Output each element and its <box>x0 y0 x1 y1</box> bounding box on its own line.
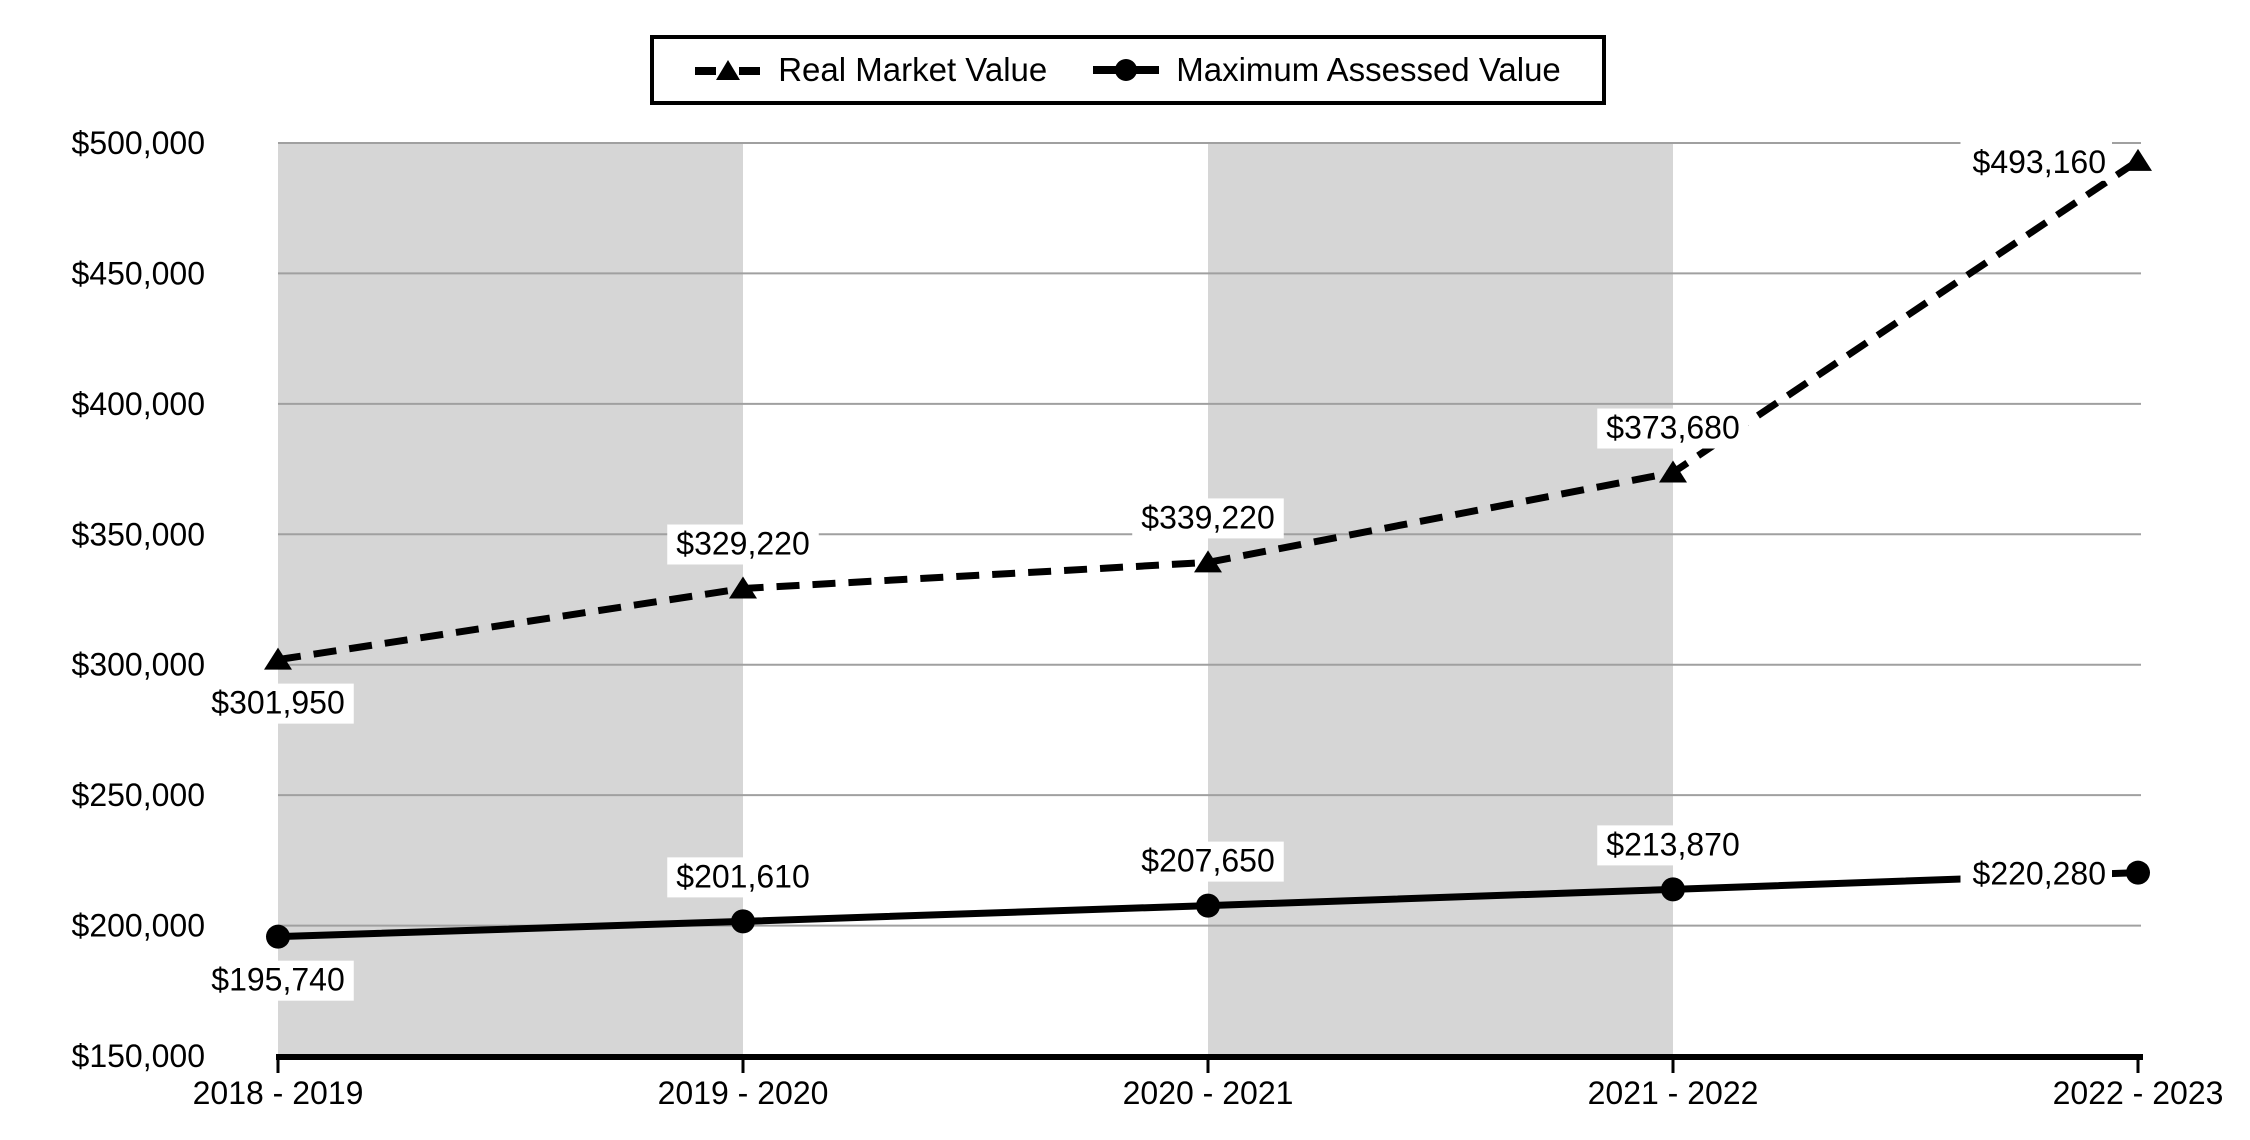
data-label-background <box>1960 140 2112 181</box>
x-tick-label: 2018 - 2019 <box>193 1075 364 1111</box>
data-label: $339,220 <box>1141 499 1274 535</box>
data-label-background <box>667 524 819 565</box>
y-tick-label: $450,000 <box>72 255 205 291</box>
data-label-background <box>667 857 819 898</box>
y-tick-label: $150,000 <box>72 1038 205 1074</box>
circle-marker <box>1196 893 1220 918</box>
shaded-band <box>1208 143 1673 1054</box>
circle-marker <box>731 909 755 934</box>
data-label: $493,160 <box>1973 144 2106 180</box>
data-label-background <box>1960 852 2112 893</box>
triangle-marker <box>1194 550 1222 573</box>
shaded-band <box>278 143 743 1054</box>
circle-marker <box>1661 877 1685 902</box>
data-label: $329,220 <box>676 525 809 561</box>
data-label-background <box>1132 841 1284 882</box>
x-tick-label: 2020 - 2021 <box>1123 1075 1294 1111</box>
dashed-triangle-legend-icon <box>695 60 762 80</box>
x-tick-label: 2019 - 2020 <box>658 1075 829 1111</box>
data-label-background <box>202 683 354 724</box>
data-label-background <box>202 960 354 1001</box>
legend-label-maximum-assessed-value: Maximum Assessed Value <box>1176 51 1561 88</box>
legend: Real Market Value Maximum Assessed Value <box>650 35 1606 105</box>
y-tick-label: $300,000 <box>72 647 205 683</box>
data-label-background <box>1597 825 1749 866</box>
triangle-marker <box>264 647 292 670</box>
x-tick-label: 2021 - 2022 <box>1588 1075 1759 1111</box>
data-label-background <box>1132 498 1284 539</box>
data-label-background <box>1597 408 1749 449</box>
y-tick-label: $500,000 <box>72 125 205 161</box>
circle-marker <box>2126 860 2150 885</box>
legend-item-real-market-value: Real Market Value <box>695 51 1047 89</box>
x-axis-line <box>276 1054 2143 1060</box>
legend-item-maximum-assessed-value: Maximum Assessed Value <box>1093 51 1561 89</box>
legend-label-real-market-value: Real Market Value <box>778 51 1048 88</box>
y-tick-label: $250,000 <box>72 777 205 813</box>
data-label: $301,950 <box>211 685 344 721</box>
y-tick-label: $400,000 <box>72 386 205 422</box>
data-label: $220,280 <box>1973 856 2106 892</box>
data-label: $195,740 <box>211 962 344 998</box>
data-label: $213,870 <box>1606 826 1739 862</box>
y-tick-label: $200,000 <box>72 908 205 944</box>
x-tick-label: 2022 - 2023 <box>2053 1075 2224 1111</box>
y-tick-label: $350,000 <box>72 516 205 552</box>
data-label: $207,650 <box>1141 843 1274 879</box>
data-label: $373,680 <box>1606 410 1739 446</box>
circle-marker <box>266 924 290 949</box>
triangle-marker <box>1659 460 1687 483</box>
solid-circle-legend-icon <box>1093 59 1160 81</box>
data-label: $201,610 <box>676 858 809 894</box>
triangle-marker <box>729 576 757 599</box>
triangle-marker <box>2124 148 2152 171</box>
